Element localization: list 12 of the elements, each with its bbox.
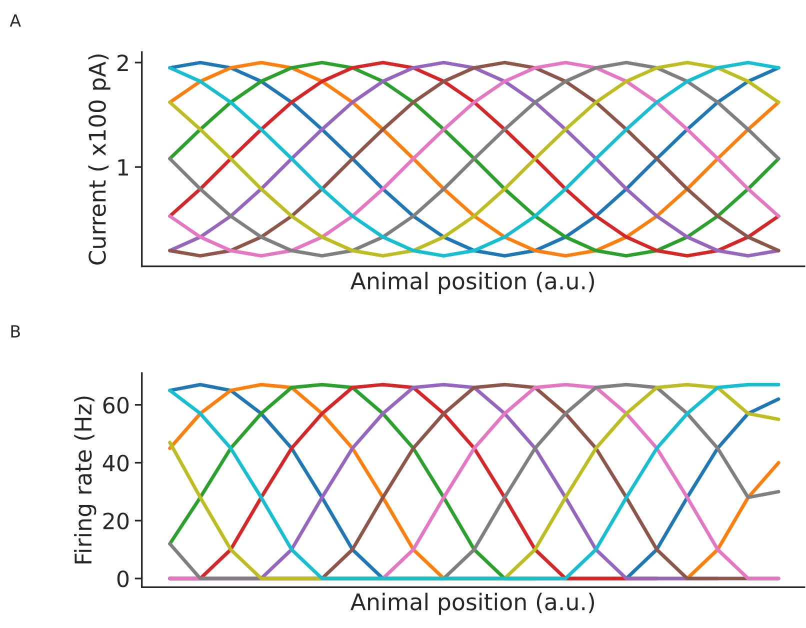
y-tick-label: 60 bbox=[103, 396, 129, 414]
y-axis-title: Firing rate (Hz) bbox=[74, 396, 96, 564]
y-tick-label: 2 bbox=[118, 54, 128, 72]
text: B bbox=[11, 325, 20, 338]
y-tick-label: 40 bbox=[102, 454, 129, 472]
y-tick-label: 0 bbox=[117, 570, 129, 588]
x-axis-title: Animal position (a.u.) bbox=[350, 272, 594, 294]
y-tick-label: 20 bbox=[103, 512, 129, 530]
y-tick-label: 1 bbox=[118, 159, 128, 176]
text: A bbox=[10, 14, 21, 27]
y-axis-title: Current ( x100 pA) bbox=[88, 54, 110, 265]
x-axis-title: Animal position (a.u.) bbox=[350, 592, 594, 615]
